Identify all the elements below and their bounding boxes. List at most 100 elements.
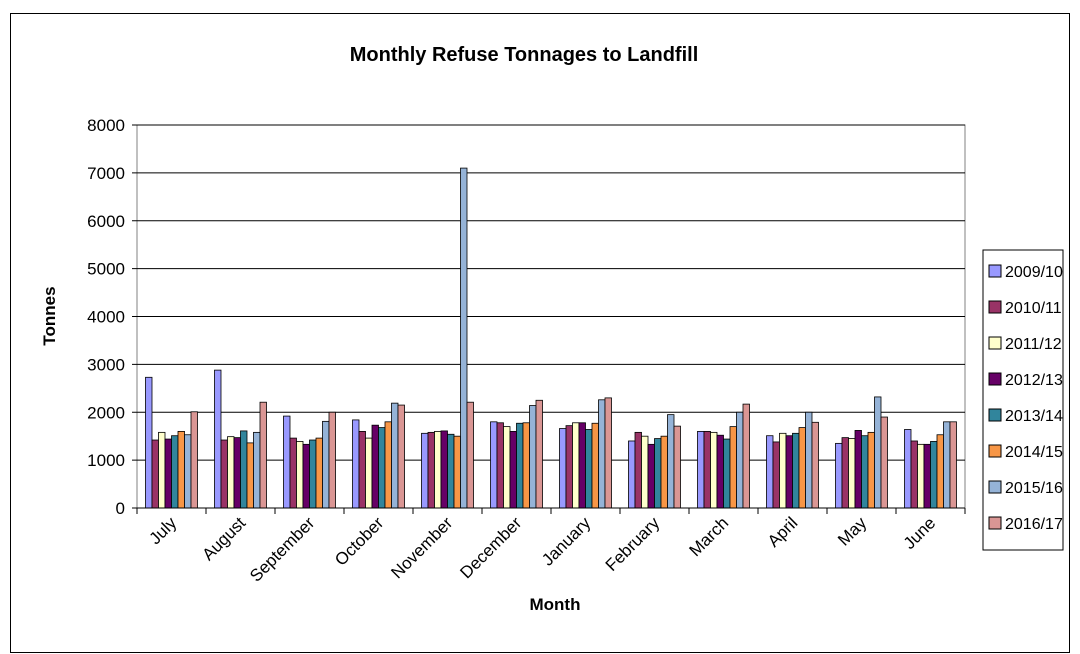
bar xyxy=(171,435,179,509)
bar xyxy=(440,430,448,509)
bar xyxy=(240,430,248,509)
bar xyxy=(785,435,793,509)
bar xyxy=(296,441,304,509)
bar xyxy=(660,435,668,509)
bar xyxy=(904,429,912,509)
bar xyxy=(496,422,504,509)
bar xyxy=(949,421,957,509)
bar xyxy=(365,437,373,509)
y-tick-label: 3000 xyxy=(87,355,125,374)
bar xyxy=(673,425,681,509)
bar xyxy=(283,415,291,509)
chart-title: Monthly Refuse Tonnages to Landfill xyxy=(350,44,699,66)
legend-swatch xyxy=(988,444,1002,458)
bar xyxy=(302,443,310,509)
bar xyxy=(434,430,442,509)
legend-swatch xyxy=(988,372,1002,386)
x-tick-label: April xyxy=(764,513,801,550)
bar xyxy=(177,430,185,509)
bar xyxy=(910,440,918,509)
x-tick-label: May xyxy=(834,513,870,549)
x-tick-label: September xyxy=(246,513,318,585)
bar xyxy=(604,397,612,509)
x-tick-label: July xyxy=(146,513,181,548)
legend-swatch xyxy=(988,300,1002,314)
bar xyxy=(805,411,813,509)
bar xyxy=(779,432,787,509)
bar xyxy=(835,442,843,509)
bar xyxy=(522,422,530,509)
bar xyxy=(289,437,297,509)
bar xyxy=(585,429,593,509)
bar xyxy=(591,422,599,509)
chart-canvas: Monthly Refuse Tonnages to Landfill 0 100… xyxy=(40,44,1064,614)
bar xyxy=(466,401,474,509)
x-tick-label: August xyxy=(198,513,249,564)
bar xyxy=(535,399,543,509)
bar xyxy=(766,435,774,509)
bar xyxy=(880,416,888,509)
x-tick-label: February xyxy=(602,513,664,575)
series-2015-16 xyxy=(184,167,951,509)
y-axis: 0 1000 2000 3000 4000 5000 6000 7000 8000 xyxy=(87,116,137,518)
legend-label: 2012/13 xyxy=(1005,372,1063,389)
bar xyxy=(145,376,153,509)
bar xyxy=(578,422,586,509)
bar xyxy=(641,435,649,509)
legend-label: 2015/16 xyxy=(1005,480,1063,497)
bar xyxy=(703,430,711,509)
bar xyxy=(397,404,405,509)
bar xyxy=(158,431,166,509)
bar xyxy=(259,401,267,509)
y-tick-label: 5000 xyxy=(87,260,125,279)
bar xyxy=(490,421,498,509)
bar xyxy=(309,439,317,509)
bar xyxy=(427,431,435,509)
series-2016-17 xyxy=(190,397,957,509)
bar xyxy=(792,432,800,509)
bar xyxy=(371,424,379,509)
bar xyxy=(647,443,655,509)
bar xyxy=(447,433,455,509)
bar xyxy=(710,431,718,509)
legend-swatch xyxy=(988,516,1002,530)
bar xyxy=(220,439,228,509)
bar xyxy=(861,435,869,509)
bar xyxy=(697,430,705,509)
bar xyxy=(598,399,606,509)
bar xyxy=(328,411,336,509)
bar xyxy=(253,431,261,509)
gridlines xyxy=(137,124,965,461)
bar xyxy=(503,426,511,509)
series-2011-12 xyxy=(158,422,925,509)
bar xyxy=(798,427,806,509)
bar xyxy=(917,443,925,509)
x-tick-label: November xyxy=(387,513,456,582)
bar xyxy=(736,411,744,509)
legend-swatch xyxy=(988,336,1002,350)
y-tick-label: 8000 xyxy=(87,116,125,135)
legend-swatch xyxy=(988,264,1002,278)
bar xyxy=(529,405,537,509)
bars xyxy=(145,167,957,509)
x-tick-label: March xyxy=(685,513,732,560)
bar xyxy=(378,427,386,509)
bar xyxy=(421,432,429,509)
bar xyxy=(322,420,330,509)
bar xyxy=(184,434,192,509)
bar xyxy=(227,436,235,509)
y-tick-label: 6000 xyxy=(87,212,125,231)
bar xyxy=(742,403,750,509)
bar xyxy=(453,435,461,509)
bar xyxy=(460,167,468,509)
bar xyxy=(233,437,241,509)
bar xyxy=(634,431,642,509)
bar xyxy=(151,439,159,509)
bar xyxy=(874,396,882,509)
legend-label: 2009/10 xyxy=(1005,264,1063,281)
bar xyxy=(654,438,662,509)
legend-swatch xyxy=(988,408,1002,422)
x-tick-label: October xyxy=(331,513,387,569)
legend-label: 2010/11 xyxy=(1005,300,1062,317)
